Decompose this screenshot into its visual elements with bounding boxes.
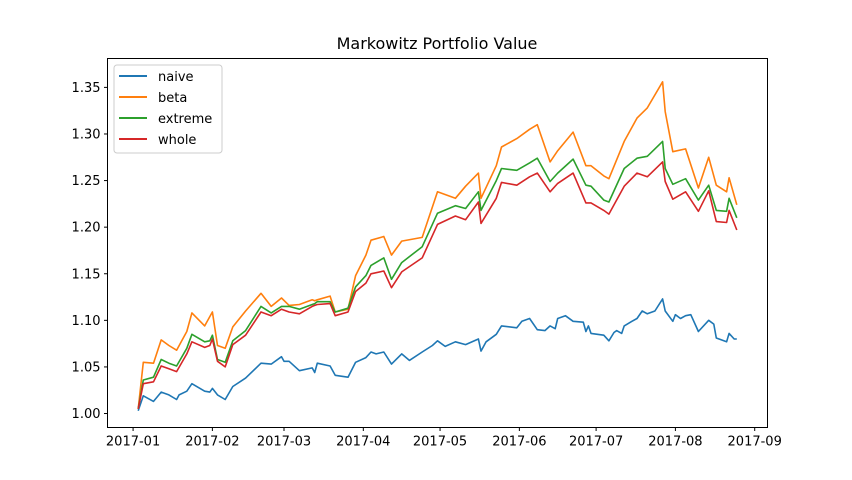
y-tick-label: 1.05 xyxy=(72,360,101,375)
axes-frame xyxy=(107,58,768,428)
series-line-naive xyxy=(137,298,737,411)
x-tick-label: 2017-07 xyxy=(569,435,623,450)
x-tick-label: 2017-06 xyxy=(492,435,546,450)
y-tick-label: 1.30 xyxy=(72,127,101,142)
chart-title: Markowitz Portfolio Value xyxy=(337,34,538,53)
y-tick-label: 1.25 xyxy=(72,174,101,189)
legend-label-beta: beta xyxy=(158,91,187,106)
y-tick-label: 1.20 xyxy=(72,221,101,236)
y-tick-label: 1.10 xyxy=(72,314,101,329)
x-tick-label: 2017-02 xyxy=(185,435,239,450)
legend-label-whole: whole xyxy=(158,133,196,148)
legend: naive beta extreme whole xyxy=(113,64,223,154)
y-tick-label: 1.35 xyxy=(72,81,101,96)
x-tick-label: 2017-09 xyxy=(728,435,782,450)
x-tick-label: 2017-03 xyxy=(257,435,311,450)
series-line-extreme xyxy=(137,140,738,410)
legend-label-naive: naive xyxy=(158,70,194,85)
y-tick-label: 1.15 xyxy=(72,267,101,282)
x-tick-label: 2017-04 xyxy=(336,435,390,450)
y-tick-label: 1.00 xyxy=(72,407,101,422)
series-line-beta xyxy=(137,81,738,409)
legend-label-extreme: extreme xyxy=(158,112,212,127)
x-tick-label: 2017-08 xyxy=(648,435,702,450)
x-tick-label: 2017-01 xyxy=(106,435,160,450)
legend-box xyxy=(113,64,223,154)
x-tick-label: 2017-05 xyxy=(413,435,467,450)
series-line-whole xyxy=(137,161,738,410)
